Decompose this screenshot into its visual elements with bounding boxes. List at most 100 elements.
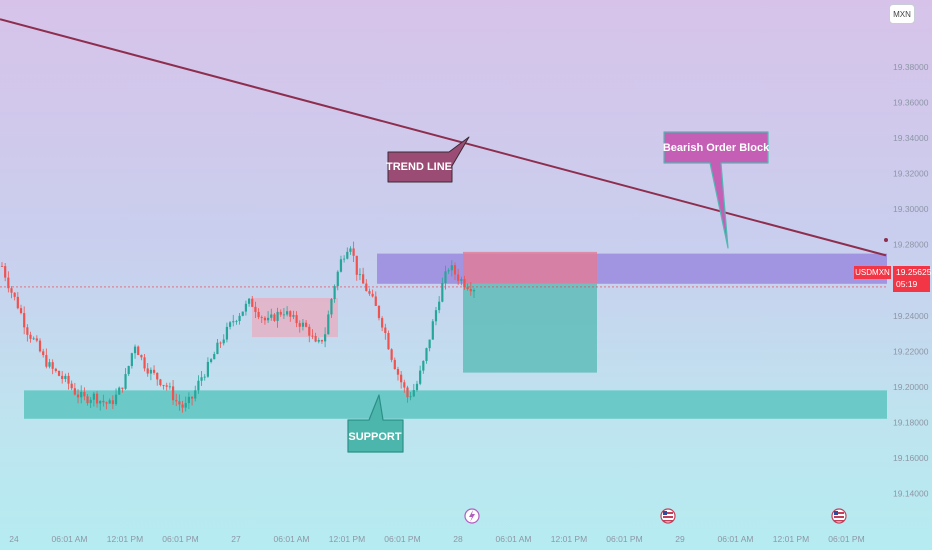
candle-body — [412, 390, 415, 397]
short-position-target-zone[interactable] — [463, 283, 597, 373]
us-flag-icon[interactable] — [831, 508, 847, 524]
candle-body — [352, 248, 355, 256]
candle-body — [216, 342, 219, 355]
candle-body — [387, 333, 390, 350]
time-tick-label: 27 — [231, 534, 241, 544]
candle-body — [102, 400, 105, 403]
candle-body — [286, 311, 289, 315]
trend-line-callout[interactable]: TREND LINE — [386, 136, 470, 183]
candle-body — [114, 394, 118, 405]
price-tag-price: 19.25625 — [896, 267, 932, 277]
candle-body — [447, 270, 450, 272]
candle-body — [365, 283, 368, 292]
candle-body — [143, 357, 146, 369]
trend-line-anchor-end[interactable] — [884, 238, 888, 242]
candle-body — [273, 314, 276, 321]
short-position-stop-zone[interactable] — [463, 251, 597, 284]
candle-body — [108, 400, 111, 404]
trend-line-label: TREND LINE — [386, 161, 452, 173]
us-flag-icon[interactable] — [660, 508, 676, 524]
candle-body — [89, 399, 92, 404]
candle-body — [187, 396, 190, 404]
consolidation-box[interactable] — [252, 298, 338, 338]
candle-body — [219, 342, 222, 344]
candle-body — [61, 375, 64, 379]
candle-body — [263, 317, 267, 321]
price-tick-label: 19.20000 — [893, 382, 929, 392]
candle-body — [184, 403, 187, 408]
candle-body — [76, 394, 80, 398]
candle-body — [434, 310, 438, 322]
bearish-order-block-zone[interactable] — [377, 253, 887, 284]
candle-body — [111, 400, 114, 405]
candle-body — [67, 375, 70, 384]
candle-body — [64, 375, 67, 379]
time-tick-label: 06:01 PM — [828, 534, 864, 544]
candle-body — [419, 370, 422, 384]
candle-body — [42, 351, 45, 356]
candle-body — [32, 338, 35, 340]
time-tick-label: 06:01 AM — [718, 534, 754, 544]
candle-body — [86, 396, 89, 404]
candle-body — [137, 346, 140, 356]
support-zone[interactable] — [24, 390, 887, 419]
candle-body — [149, 369, 152, 374]
time-tick-label: 12:01 PM — [773, 534, 809, 544]
price-axis[interactable]: 19.38000 19.36000 19.34000 19.32000 19.30000… — [893, 62, 929, 498]
trend-line[interactable] — [0, 18, 887, 257]
candle-body — [463, 279, 466, 288]
candle-body — [51, 362, 54, 369]
candle-body — [225, 326, 229, 340]
candle-body — [95, 393, 99, 404]
candle-body — [336, 271, 339, 287]
price-tick-label: 19.30000 — [893, 204, 929, 214]
candle-body — [381, 318, 384, 328]
candle-body — [425, 348, 428, 361]
candle-body — [19, 308, 23, 314]
time-axis[interactable]: 24 06:01 AM 12:01 PM 06:01 PM 27 06:01 AM 12:0… — [9, 534, 864, 544]
price-tick-label: 19.24000 — [893, 311, 929, 321]
time-tick-label: 24 — [9, 534, 19, 544]
candle-body — [4, 266, 7, 278]
candle-body — [450, 265, 453, 271]
support-callout[interactable]: SUPPORT — [347, 394, 404, 453]
candle-body — [314, 335, 317, 342]
candle-body — [403, 382, 406, 388]
candle-body — [305, 322, 308, 327]
candle-body — [358, 274, 362, 276]
candle-body — [260, 317, 263, 318]
candle-body — [431, 321, 434, 340]
candle-body — [45, 355, 48, 367]
bearish-order-block-callout[interactable]: Bearish Order Block — [663, 131, 770, 249]
candle-body — [400, 374, 403, 383]
candle-body — [241, 311, 244, 316]
candle-body — [371, 293, 374, 297]
candle-body — [152, 369, 156, 373]
candle-body — [80, 391, 83, 398]
candle-body — [118, 387, 121, 395]
candle-body — [466, 287, 469, 290]
candle-body — [26, 327, 29, 335]
candle-body — [99, 400, 102, 404]
candle-body — [244, 303, 248, 312]
candle-body — [266, 317, 270, 321]
candle-body — [171, 386, 175, 401]
price-tick-label: 19.18000 — [893, 417, 929, 427]
candle-body — [292, 315, 295, 317]
time-tick-label: 06:01 PM — [162, 534, 198, 544]
candle-body — [282, 314, 286, 316]
candle-body — [200, 377, 203, 381]
time-tick-label: 29 — [675, 534, 685, 544]
candle-body — [472, 290, 476, 292]
candle-body — [209, 359, 213, 362]
candle-body — [57, 370, 61, 376]
candle-body — [368, 291, 371, 294]
candle-body — [349, 248, 352, 252]
lightning-icon[interactable] — [464, 508, 480, 524]
candle-body — [457, 274, 460, 281]
candle-body — [23, 313, 26, 328]
candle-body — [295, 315, 298, 324]
candle-body — [346, 251, 349, 259]
currency-button[interactable]: MXN — [889, 4, 915, 24]
